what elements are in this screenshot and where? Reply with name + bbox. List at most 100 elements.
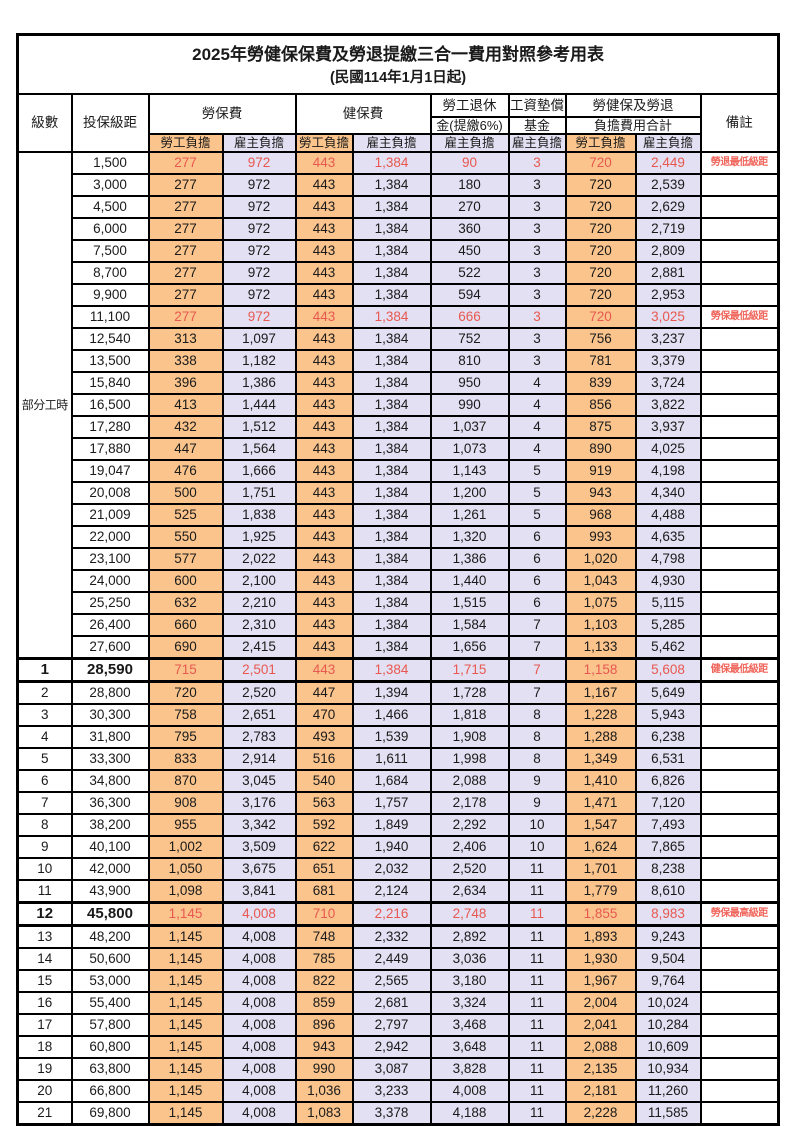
health-employer-cell: 1,384 (351, 327, 432, 351)
total-employer-cell: 2,449 (634, 151, 702, 175)
header-row-2: 金(提繳6%) 基金 負擔費用合計 (18, 116, 779, 135)
labor-employer-cell: 2,651 (221, 703, 297, 727)
total-employer-cell: 5,462 (634, 635, 702, 660)
health-employee-cell: 443 (294, 151, 354, 175)
table-row: 23,100 577 2,022 443 1,384 1,386 6 1,020 4,798 (18, 547, 780, 571)
total-employee-cell: 720 (564, 151, 637, 175)
table-row: 5 33,300 833 2,914 516 1,611 1,998 8 1,349 6,531 (16, 747, 780, 771)
pension-employer-cell: 4,188 (429, 1101, 510, 1126)
labor-employee-cell: 277 (147, 239, 224, 263)
health-employee-cell: 748 (294, 924, 354, 949)
table-row: 7,500 277 972 443 1,384 450 3 720 2,809 (18, 239, 780, 263)
health-employer-cell: 1,384 (351, 613, 432, 637)
labor-employee-cell: 870 (147, 769, 224, 793)
level-cell: 4 (16, 725, 73, 749)
pension-employer-cell: 1,515 (429, 591, 510, 615)
table-row: 19 63,800 1,145 4,008 990 3,087 3,828 11 2,135 10… (16, 1057, 780, 1081)
wage-fund-employer-cell: 10 (507, 813, 567, 837)
labor-employer-cell: 3,509 (221, 835, 297, 859)
health-employer-cell: 1,466 (351, 703, 432, 727)
labor-employee-cell: 690 (147, 635, 224, 660)
labor-employee-cell: 1,145 (147, 1035, 224, 1059)
total-employee-cell: 1,133 (564, 635, 637, 660)
labor-employee-cell: 660 (147, 613, 224, 637)
remark-cell (699, 1013, 780, 1037)
wage-fund-employer-cell: 3 (507, 261, 567, 285)
pension-employer-cell: 2,520 (429, 857, 510, 881)
labor-employer-cell: 972 (221, 195, 297, 219)
remark-cell: 勞保最低級距 (699, 305, 780, 329)
table-row: 21 69,800 1,145 4,008 1,083 3,378 4,188 11 2,228… (16, 1101, 780, 1126)
remark-cell (699, 371, 780, 395)
health-employee-cell: 859 (294, 991, 354, 1015)
table-row: 26,400 660 2,310 443 1,384 1,584 7 1,103 5,285 (18, 613, 780, 637)
labor-employee-cell: 1,145 (147, 1057, 224, 1081)
labor-employee-cell: 277 (147, 173, 224, 197)
pension-employer-cell: 2,292 (429, 813, 510, 837)
pension-employer-cell: 1,386 (429, 547, 510, 571)
labor-employer-cell: 1,925 (221, 525, 297, 549)
labor-employer-cell: 1,386 (221, 371, 297, 395)
remark-cell (699, 217, 780, 241)
table-row: 20 66,800 1,145 4,008 1,036 3,233 4,008 11 2,181… (16, 1079, 780, 1103)
total-employee-cell: 2,088 (564, 1035, 637, 1059)
labor-employer-cell: 4,008 (221, 924, 297, 949)
labor-employer-cell: 4,008 (221, 947, 297, 971)
labor-employer-cell: 4,008 (221, 1101, 297, 1126)
health-employer-cell: 1,384 (351, 569, 432, 593)
labor-employee-cell: 277 (147, 283, 224, 307)
labor-employer-cell: 1,751 (221, 481, 297, 505)
health-employer-cell: 1,611 (351, 747, 432, 771)
total-employee-cell: 2,228 (564, 1101, 637, 1126)
bracket-cell: 63,800 (70, 1057, 150, 1081)
total-employer-cell: 3,724 (634, 371, 702, 395)
pension-employer-cell: 2,634 (429, 879, 510, 904)
health-employee-cell: 443 (294, 371, 354, 395)
table-row: 10 42,000 1,050 3,675 651 2,032 2,520 11 1,701 8,… (16, 857, 780, 881)
level-cell: 7 (16, 791, 73, 815)
total-employee-cell: 856 (564, 393, 637, 417)
total-employee-cell: 1,020 (564, 547, 637, 571)
wage-fund-employer-cell: 11 (507, 924, 567, 949)
table-row: 22,000 550 1,925 443 1,384 1,320 6 993 4,635 (18, 525, 780, 549)
pension-employer-cell: 180 (429, 173, 510, 197)
table-row: 12,540 313 1,097 443 1,384 752 3 756 3,237 (18, 327, 780, 351)
wage-fund-employer-cell: 4 (507, 393, 567, 417)
total-employer-cell: 11,585 (634, 1101, 702, 1126)
bracket-cell: 8,700 (70, 261, 150, 285)
health-employer-cell: 1,384 (351, 503, 432, 527)
table-row: 15,840 396 1,386 443 1,384 950 4 839 3,724 (18, 371, 780, 395)
total-employee-cell: 993 (564, 525, 637, 549)
labor-employee-cell: 413 (147, 393, 224, 417)
labor-employee-cell: 313 (147, 327, 224, 351)
total-employee-cell: 968 (564, 503, 637, 527)
header-health-insurance: 健保費 (294, 93, 432, 135)
total-employee-cell: 2,135 (564, 1057, 637, 1081)
remark-cell (699, 769, 780, 793)
bracket-cell: 43,900 (70, 879, 150, 904)
part-time-level-cell: 部分工時 (16, 151, 73, 660)
labor-employer-cell: 4,008 (221, 1079, 297, 1103)
wage-fund-employer-cell: 5 (507, 459, 567, 483)
health-employee-cell: 443 (294, 525, 354, 549)
wage-fund-employer-cell: 3 (507, 173, 567, 197)
labor-employer-cell: 2,783 (221, 725, 297, 749)
labor-employee-cell: 1,050 (147, 857, 224, 881)
bracket-cell: 28,800 (70, 680, 150, 705)
total-employer-cell: 6,826 (634, 769, 702, 793)
health-employee-cell: 443 (294, 173, 354, 197)
remark-cell: 勞保最高級距 (699, 901, 780, 927)
pension-employer-cell: 990 (429, 393, 510, 417)
bracket-cell: 21,009 (70, 503, 150, 527)
bracket-cell: 33,300 (70, 747, 150, 771)
table-row: 21,009 525 1,838 443 1,384 1,261 5 968 4,488 (18, 503, 780, 527)
health-employer-cell: 2,216 (351, 901, 432, 927)
total-employer-cell: 7,865 (634, 835, 702, 859)
remark-cell (699, 991, 780, 1015)
wage-fund-employer-cell: 6 (507, 547, 567, 571)
labor-employee-cell: 277 (147, 217, 224, 241)
remark-cell (699, 879, 780, 904)
wage-fund-employer-cell: 6 (507, 569, 567, 593)
pension-employer-cell: 1,656 (429, 635, 510, 660)
header-labor-employee-share: 勞工負擔 (147, 133, 224, 153)
